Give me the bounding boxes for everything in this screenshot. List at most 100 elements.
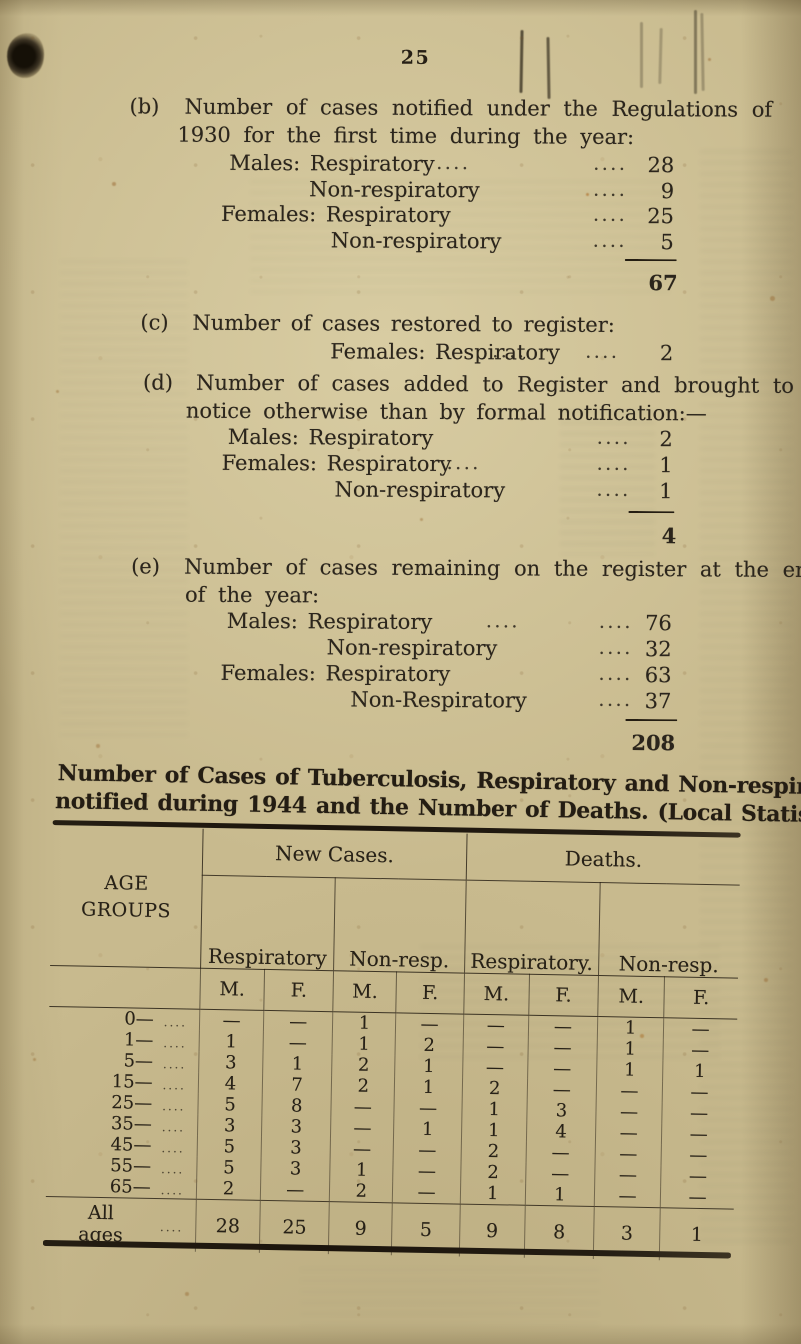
total-rule: [625, 718, 678, 722]
stat-value: 25: [647, 204, 675, 229]
foxing-speck: [770, 296, 775, 301]
age-header-line: GROUPS: [80, 898, 172, 922]
col-header-newcases-nonresp: Non-resp.: [333, 877, 466, 974]
stat-value: 63: [644, 663, 672, 688]
age-label: 25—: [111, 1092, 153, 1114]
table-cell: —: [660, 1165, 735, 1188]
table-cell: —: [395, 1012, 464, 1036]
table-cell: 1: [332, 1033, 396, 1056]
table-cell: 2: [460, 1140, 527, 1163]
table-cell: 2: [460, 1161, 526, 1184]
stat-label: Non-respiratory: [326, 635, 498, 661]
stat-label: Males: Respiratory: [229, 150, 435, 176]
col-header-f: F.: [396, 971, 465, 1015]
table-cell: —: [525, 1162, 596, 1186]
stat-label: Females: Respiratory: [221, 450, 452, 477]
foxing-speck: [96, 744, 100, 748]
foxing-speck: [708, 58, 711, 61]
table-cell: 2: [331, 1054, 396, 1077]
table-cell: 1: [461, 1098, 528, 1121]
age-header-line: AGE: [104, 871, 149, 895]
col-header-m: M.: [463, 973, 530, 1016]
stat-label: Males: Respiratory: [226, 608, 433, 634]
total-rule: [624, 258, 677, 262]
stat-label: Non-respiratory: [334, 477, 506, 503]
section-c: (c) Number of cases restored to register…: [2, 0, 801, 365]
section-d: (d) Number of cases added to Register an…: [2, 0, 801, 548]
section-label: (d): [143, 370, 173, 395]
table-cell: —: [663, 1039, 737, 1062]
total-rule: [628, 510, 675, 514]
col-header-m: M.: [333, 970, 397, 1013]
table-cell: 1: [332, 1011, 397, 1035]
table-cell: 2: [196, 1177, 261, 1201]
table-cell: —: [393, 1139, 462, 1162]
table-cell: —: [595, 1143, 662, 1166]
section-heading: 1930 for the first time during the year:: [177, 122, 635, 150]
section-heading: of the year:: [184, 582, 320, 608]
col-header-deaths-respiratory: Respiratory.: [464, 880, 601, 976]
foxing-speck: [764, 978, 768, 982]
total-value: 4: [661, 523, 677, 549]
dot-leader: ....: [163, 1014, 188, 1030]
table-cell: —: [263, 1031, 333, 1055]
table-cell: 5: [197, 1135, 262, 1158]
total-value: 67: [648, 270, 678, 296]
table-cell: 1: [597, 1016, 664, 1040]
dot-leader: ....: [492, 340, 527, 363]
section-label: (e): [131, 554, 161, 579]
section-b: (b) Number of cases notified under the R…: [2, 0, 801, 295]
col-header-age-groups: AGE GROUPS: [50, 826, 204, 969]
table-cell: 4: [198, 1072, 263, 1095]
foxing-speck: [185, 1292, 189, 1296]
table-cell: 3: [261, 1136, 331, 1160]
col-header-spacer: [49, 965, 201, 1010]
table-cell: 1: [393, 1118, 462, 1141]
col-header-newcases-respiratory: Respiratory: [200, 875, 336, 971]
dot-leader: ....: [162, 1056, 187, 1072]
col-header-m: M.: [597, 975, 665, 1018]
section-heading: Number of cases remaining on the registe…: [184, 554, 801, 582]
dot-leader: ....: [159, 1220, 184, 1235]
stat-label: Females: Respiratory: [220, 660, 451, 687]
age-label: 35—: [110, 1113, 153, 1135]
age-label: 45—: [110, 1134, 152, 1156]
foxing-speck: [640, 1034, 644, 1038]
table-cell: 7: [262, 1073, 332, 1097]
table-cell: —: [394, 1097, 462, 1120]
table-cell: 2: [329, 1180, 394, 1203]
age-cell: 45—....: [47, 1133, 198, 1157]
table-cell: 3: [526, 1099, 597, 1123]
age-label: 15—: [111, 1071, 153, 1093]
dot-leader: ....: [446, 452, 481, 475]
foxing-speck: [56, 390, 59, 393]
table-cell: —: [463, 1014, 529, 1037]
stat-value: 1: [659, 479, 673, 504]
table-cell: 3: [197, 1114, 262, 1137]
table-cell: 1: [395, 1055, 463, 1078]
table-cell: 1: [262, 1052, 333, 1076]
ink-stroke-mark: [640, 22, 643, 88]
dot-leader: ....: [160, 1161, 185, 1176]
stat-label: Non-respiratory: [309, 177, 480, 203]
table-cell: —: [661, 1123, 736, 1146]
table-cell: —: [663, 1017, 738, 1041]
stat-value: 1: [659, 453, 673, 478]
age-cell: 1—....: [49, 1028, 200, 1052]
table-cell: —: [392, 1181, 461, 1205]
table-cell: —: [199, 1009, 264, 1032]
stat-label: Non-Respiratory: [350, 687, 527, 713]
foxing-speck: [112, 182, 116, 186]
table-cell: —: [462, 1035, 529, 1058]
table-cell: 5: [197, 1093, 263, 1116]
table-cell: —: [662, 1102, 736, 1125]
total-value: 208: [631, 729, 676, 756]
stat-value: 5: [660, 230, 674, 255]
section-label: (c): [140, 310, 169, 335]
table-cell: 1: [525, 1183, 595, 1207]
table-cell: 1: [662, 1060, 737, 1083]
foxing-speck: [586, 193, 589, 196]
ink-stroke-mark: [694, 10, 697, 94]
foxing-speck: [33, 1058, 36, 1061]
table-cell: 5: [196, 1156, 262, 1179]
